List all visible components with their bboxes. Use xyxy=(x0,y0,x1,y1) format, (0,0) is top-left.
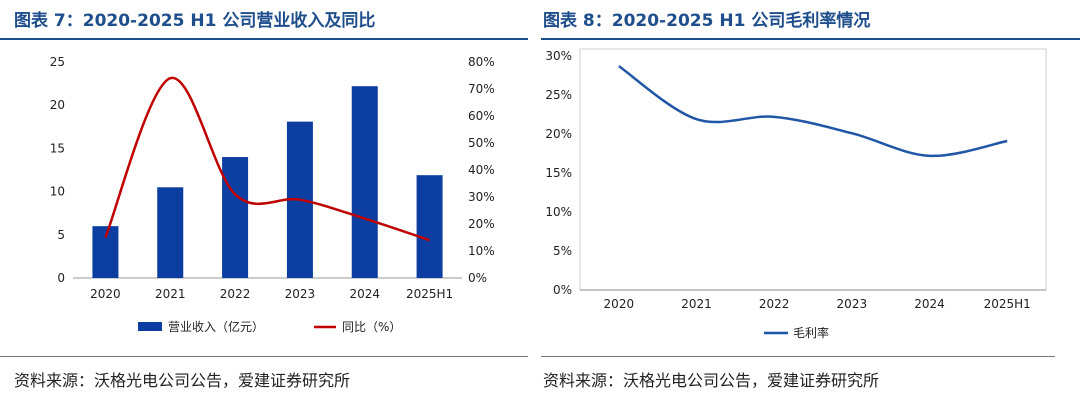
y-right-tick-label: 80% xyxy=(468,55,495,69)
legend-label: 毛利率 xyxy=(793,325,829,340)
y-tick-label: 30% xyxy=(545,49,572,63)
revenue-bar xyxy=(222,157,249,278)
yoy-line xyxy=(104,76,430,242)
y-tick-label: 5% xyxy=(553,244,572,258)
source-rule xyxy=(0,356,528,357)
y-right-tick-label: 50% xyxy=(468,136,495,150)
y-right-tick-label: 40% xyxy=(468,163,495,177)
gross-margin-chart-panel: 图表 8：2020-2025 H1 公司毛利率情况 0% 5% 10% 15% 20% 2… xyxy=(541,0,1080,404)
y-left-tick-label: 15 xyxy=(50,141,65,155)
gross-margin-line xyxy=(618,65,1008,158)
y-left-tick-label: 0 xyxy=(57,271,65,285)
legend-bar-swatch xyxy=(138,322,162,331)
x-tick-label: 2025H1 xyxy=(984,297,1031,311)
y-right-tick-label: 60% xyxy=(468,109,495,123)
y-left-tick-label: 20 xyxy=(50,98,65,112)
x-tick-label: 2023 xyxy=(285,287,316,301)
x-tick-label: 2022 xyxy=(759,297,790,311)
x-tick-label: 2024 xyxy=(914,297,945,311)
source-note: 资料来源：沃格光电公司公告，爱建证券研究所 xyxy=(543,371,880,390)
revenue-bar xyxy=(416,175,443,278)
y-right-tick-label: 30% xyxy=(468,190,495,204)
y-left-tick-label: 25 xyxy=(50,55,65,69)
chart-title: 图表 7：2020-2025 H1 公司营业收入及同比 xyxy=(14,11,376,31)
y-right-tick-label: 10% xyxy=(468,244,495,258)
x-tick-label: 2020 xyxy=(604,297,635,311)
y-tick-label: 10% xyxy=(545,205,572,219)
x-tick-label: 2020 xyxy=(90,287,121,301)
source-rule xyxy=(541,356,1055,357)
revenue-bar xyxy=(92,226,119,278)
revenue-chart-panel: 图表 7：2020-2025 H1 公司营业收入及同比 0 5 10 15 20 25 0%… xyxy=(0,0,528,404)
y-left-tick-label: 5 xyxy=(57,228,65,242)
y-tick-label: 0% xyxy=(553,283,572,297)
y-right-tick-label: 70% xyxy=(468,82,495,96)
y-tick-label: 20% xyxy=(545,127,572,141)
title-rule xyxy=(0,38,528,40)
y-right-tick-label: 20% xyxy=(468,217,495,231)
source-note: 资料来源：沃格光电公司公告，爱建证券研究所 xyxy=(14,371,351,390)
x-tick-label: 2025H1 xyxy=(406,287,453,301)
x-tick-label: 2024 xyxy=(349,287,380,301)
y-left-tick-label: 10 xyxy=(50,185,65,199)
legend-label: 同比（%） xyxy=(342,320,401,334)
x-tick-label: 2021 xyxy=(155,287,186,301)
plot-frame xyxy=(579,48,1047,291)
x-tick-label: 2021 xyxy=(681,297,712,311)
y-tick-label: 15% xyxy=(545,166,572,180)
title-rule xyxy=(541,38,1080,40)
gross-margin-chart: 0% 5% 10% 15% 20% 25% 30% 2020 2021 2022 2023 2024 2… xyxy=(545,48,1047,340)
revenue-bar xyxy=(157,187,184,278)
y-tick-label: 25% xyxy=(545,88,572,102)
chart-title: 图表 8：2020-2025 H1 公司毛利率情况 xyxy=(543,11,871,31)
y-right-tick-label: 0% xyxy=(468,271,487,285)
revenue-chart: 0 5 10 15 20 25 0% 10% 20% 30% 40% 50% 60% 70% 80% 2020… xyxy=(50,55,495,334)
x-tick-label: 2023 xyxy=(837,297,868,311)
x-tick-label: 2022 xyxy=(220,287,251,301)
legend-label: 营业收入（亿元） xyxy=(168,319,264,334)
revenue-bar xyxy=(351,86,378,278)
